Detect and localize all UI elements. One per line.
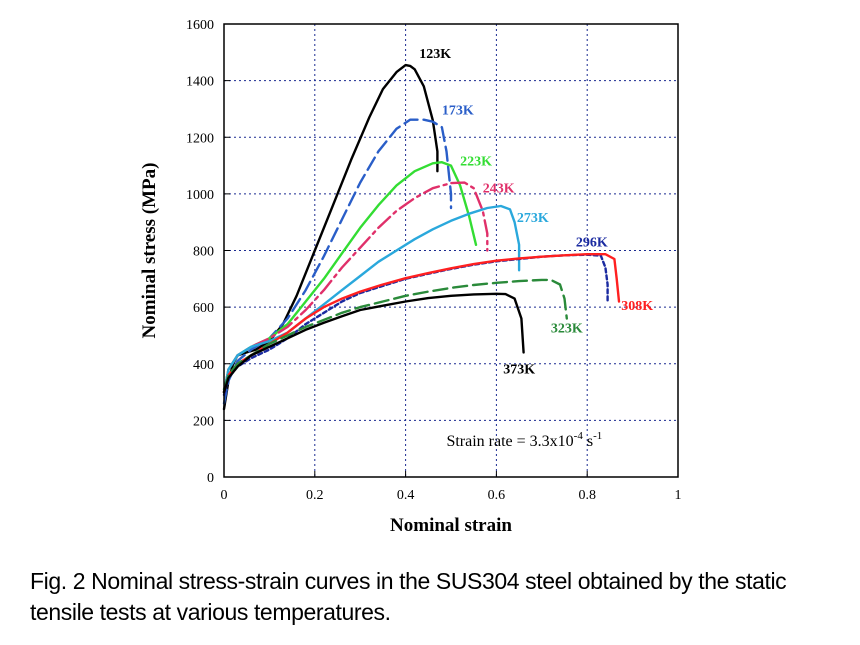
series-273K-line: [222, 204, 521, 394]
series-243K-line: [222, 181, 489, 394]
figure-caption: Fig. 2 Nominal stress-strain curves in t…: [30, 568, 787, 625]
series-273K-label: 273K: [517, 211, 549, 226]
y-tick-label: 1600: [186, 18, 214, 33]
y-tick-label: 400: [193, 358, 214, 373]
series-173K-line: [222, 118, 453, 405]
series-243K-label: 243K: [483, 181, 515, 196]
annotation-text: s: [583, 433, 593, 450]
x-tick-label: 1: [675, 488, 682, 503]
series-123K-label: 123K: [419, 47, 451, 62]
series-308K-label: 308K: [621, 299, 653, 314]
x-tick-label: 0: [221, 488, 228, 503]
stress-strain-chart: 0 0.2 0.4 0.6 0.8 1 0 200 400 600 800 1000 1200 1400 1…: [139, 18, 682, 536]
x-tick-label: 0.2: [306, 488, 324, 503]
annotation-text: Strain rate = 3.3x10: [446, 433, 573, 450]
series-223K-label: 223K: [460, 155, 492, 170]
annotation-exponent: -4: [574, 430, 584, 442]
x-axis-label: Nominal strain: [390, 515, 512, 536]
series-373K-line: [222, 292, 525, 394]
series-lines: [222, 63, 621, 411]
annotation-exponent: -1: [593, 430, 602, 442]
x-tick-label: 0.4: [397, 488, 415, 503]
series-173K-label: 173K: [442, 104, 474, 119]
series-323K-line: [222, 278, 568, 391]
y-tick-label: 0: [207, 471, 214, 486]
y-tick-label: 1000: [186, 188, 214, 203]
y-tick-label: 1400: [186, 75, 214, 90]
grid-lines: [224, 24, 678, 477]
strain-rate-annotation: Strain rate = 3.3x10-4 s-1: [446, 430, 602, 450]
y-tick-label: 600: [193, 301, 214, 316]
y-tick-label: 1200: [186, 131, 214, 146]
x-tick-label: 0.6: [488, 488, 506, 503]
y-tick-label: 800: [193, 245, 214, 260]
series-323K-label: 323K: [551, 322, 583, 337]
y-tick-label: 200: [193, 414, 214, 429]
series-296K-label: 296K: [576, 235, 608, 250]
y-axis-label: Nominal stress (MPa): [139, 163, 160, 339]
x-tick-label: 0.8: [578, 488, 596, 503]
series-373K-label: 373K: [503, 363, 535, 378]
series-223K-line: [222, 160, 478, 394]
series-123K-line: [222, 63, 439, 411]
axis-ticks: 0 0.2 0.4 0.6 0.8 1 0 200 400 600 800 1000 1200 1400 1…: [186, 18, 682, 503]
